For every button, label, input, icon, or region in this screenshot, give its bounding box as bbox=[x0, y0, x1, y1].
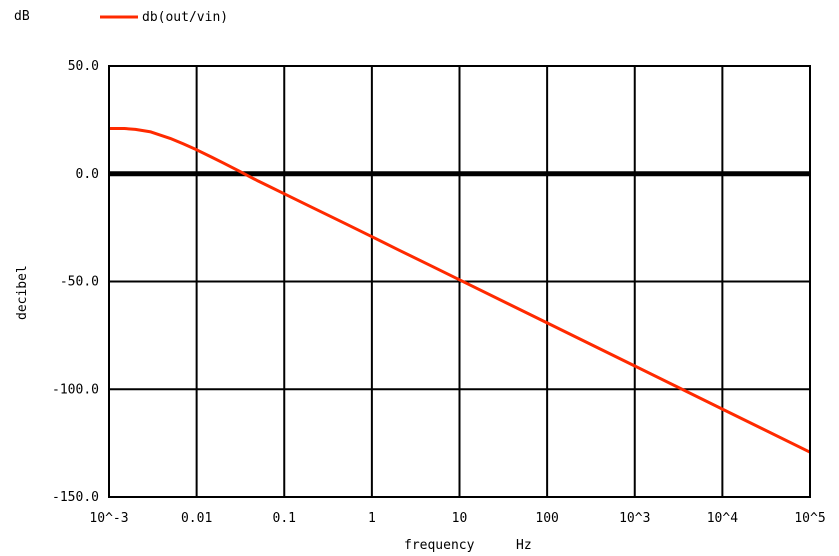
y-tick-label: -50.0 bbox=[60, 275, 99, 290]
x-tick-label: 10^5 bbox=[794, 511, 825, 526]
y-tick-label: 50.0 bbox=[68, 59, 99, 74]
series-line-db-out-vin bbox=[109, 127, 811, 454]
x-axis-unit: Hz bbox=[516, 538, 532, 553]
x-tick-labels: 10^-3 0.01 0.1 1 10 100 10^3 10^4 10^5 bbox=[89, 511, 825, 526]
x-tick-label: 10^3 bbox=[619, 511, 650, 526]
x-tick-label: 0.1 bbox=[273, 511, 296, 526]
y-tick-label: -150.0 bbox=[52, 490, 99, 505]
y-tick-labels: 50.0 0.0 -50.0 -100.0 -150.0 bbox=[52, 59, 99, 505]
grid-lines bbox=[108, 65, 811, 498]
legend-label-db-out-vin: db(out/vin) bbox=[142, 10, 228, 25]
x-tick-label: 10^4 bbox=[707, 511, 738, 526]
x-tick-label: 1 bbox=[368, 511, 376, 526]
x-tick-label: 100 bbox=[535, 511, 558, 526]
x-tick-label: 10^-3 bbox=[89, 511, 128, 526]
y-axis-title: decibel bbox=[15, 265, 30, 320]
x-tick-label: 0.01 bbox=[181, 511, 212, 526]
y-tick-label: 0.0 bbox=[76, 167, 99, 182]
y-unit-label: dB bbox=[14, 9, 30, 24]
plot-frame bbox=[108, 65, 811, 498]
y-tick-label: -100.0 bbox=[52, 382, 99, 397]
x-axis-title: frequency bbox=[404, 538, 475, 553]
x-tick-label: 10 bbox=[452, 511, 468, 526]
series-group bbox=[109, 127, 811, 454]
